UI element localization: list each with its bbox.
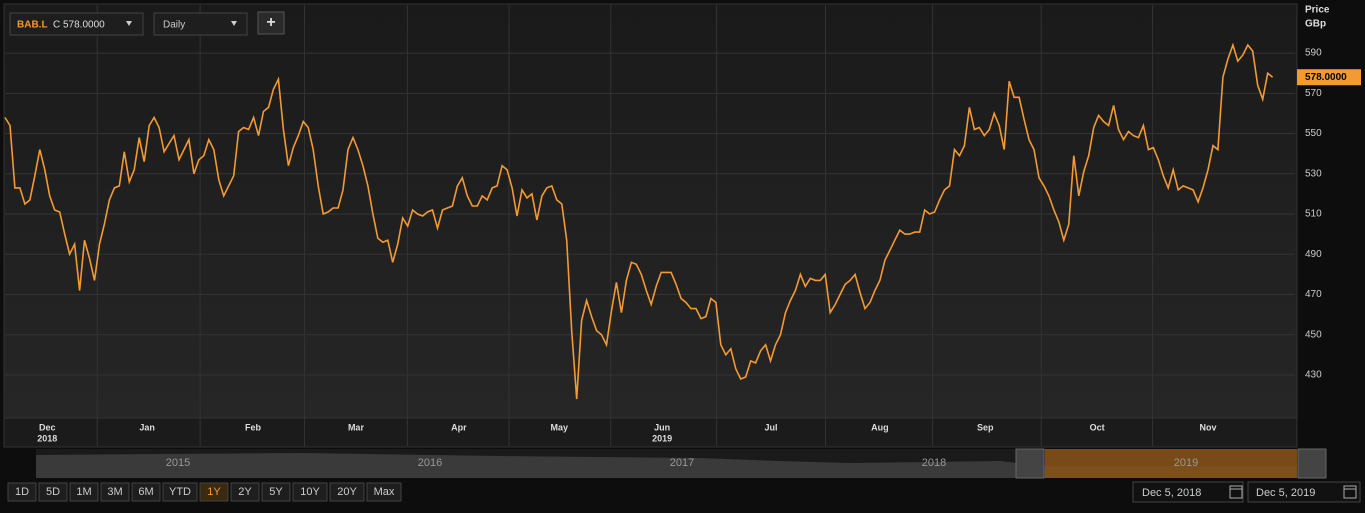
range-label: YTD: [169, 486, 191, 498]
navigator-year: 2018: [922, 457, 946, 469]
y-title: Price: [1305, 5, 1330, 16]
y-tick-label: 550: [1305, 128, 1322, 139]
range-button[interactable]: [230, 482, 260, 502]
x-tick-label: Aug: [871, 422, 889, 432]
range-label: 3M: [107, 486, 122, 498]
symbol-box[interactable]: [9, 12, 144, 36]
y-tick-label: 510: [1305, 209, 1322, 220]
range-label: 1Y: [207, 486, 221, 498]
navigator-year: 2015: [166, 457, 190, 469]
navigator-handle[interactable]: [1015, 448, 1045, 479]
x-tick-label: May: [551, 422, 569, 432]
x-tick-label: Jun: [654, 422, 670, 432]
y-tick-label: 470: [1305, 289, 1322, 300]
symbol: BAB.L: [17, 20, 48, 31]
last-price-label: 578.0000: [1305, 72, 1347, 83]
x-tick-label: Feb: [245, 422, 262, 432]
add-icon: +: [266, 14, 275, 31]
add-button[interactable]: [257, 11, 285, 35]
dropdown-arrow: [126, 21, 132, 26]
x-tick-label: Sep: [977, 422, 994, 432]
dropdown-arrow: [231, 21, 237, 26]
navigator-years: 2015 2016 2017 2018 2019: [166, 457, 1198, 469]
date-to-box[interactable]: [1247, 481, 1361, 503]
year-label: 2018: [37, 433, 57, 443]
range-button[interactable]: [366, 482, 402, 502]
date-to: Dec 5, 2019: [1256, 487, 1315, 499]
plot-area: [3, 3, 1298, 419]
x-tick-label: Oct: [1090, 422, 1105, 432]
range-label: 10Y: [300, 486, 320, 498]
interval: Daily: [163, 20, 185, 31]
range-button[interactable]: [38, 482, 68, 502]
calendar-icon[interactable]: [1229, 485, 1243, 499]
interval-box[interactable]: [153, 12, 248, 36]
range-label: 5D: [46, 486, 60, 498]
navigator-year: 2017: [670, 457, 694, 469]
navigator-selection[interactable]: [1045, 449, 1297, 478]
range-label: Max: [374, 486, 395, 498]
y-tick-label: 490: [1305, 249, 1322, 260]
range-button[interactable]: [7, 482, 37, 502]
range-button[interactable]: [162, 482, 198, 502]
grid: [5, 5, 1295, 446]
y-tick-label: 450: [1305, 329, 1322, 340]
price-line: [4, 42, 1274, 400]
range-button[interactable]: [69, 482, 99, 502]
x-tick-label: Mar: [348, 422, 365, 432]
x-tick-label: Nov: [1199, 422, 1216, 432]
date-from-box[interactable]: [1132, 481, 1244, 503]
navigator-year: 2016: [418, 457, 442, 469]
range-button[interactable]: [261, 482, 291, 502]
x-tick-label: Apr: [451, 422, 467, 432]
range-button[interactable]: [131, 482, 161, 502]
x-tick-label: Jan: [139, 422, 155, 432]
range-label: 2Y: [238, 486, 252, 498]
range-button[interactable]: [329, 482, 365, 502]
range-label: 5Y: [269, 486, 283, 498]
range-label: 20Y: [337, 486, 357, 498]
range-buttons: 1D 5D 1M 3M 6M YTD 1Y 2Y 5Y 10Y 20Y Max: [7, 482, 402, 502]
y-tick-label: 570: [1305, 88, 1322, 99]
navigator-handle[interactable]: [1297, 448, 1327, 479]
range-label: 6M: [138, 486, 153, 498]
y-tick-label: 530: [1305, 168, 1322, 179]
navigator-area: [36, 453, 1297, 478]
date-from: Dec 5, 2018: [1142, 487, 1201, 499]
navigator-year: 2019: [1174, 457, 1198, 469]
last-price-badge: [1297, 69, 1361, 86]
x-tick-label: Jul: [765, 422, 778, 432]
quote: C 578.0000: [53, 20, 105, 31]
x-axis-strip: [3, 417, 1298, 448]
range-button[interactable]: [199, 482, 229, 502]
y-unit: GBp: [1305, 19, 1326, 30]
calendar-icon[interactable]: [1343, 485, 1357, 499]
year-label: 2019: [652, 433, 672, 443]
range-label: 1M: [76, 486, 91, 498]
x-tick-label: Dec: [39, 422, 56, 432]
range-label: 1D: [15, 486, 29, 498]
range-button[interactable]: [100, 482, 130, 502]
y-tick-label: 430: [1305, 370, 1322, 381]
marks: [4, 42, 1274, 400]
y-tick-label: 590: [1305, 48, 1322, 59]
range-button[interactable]: [292, 482, 328, 502]
